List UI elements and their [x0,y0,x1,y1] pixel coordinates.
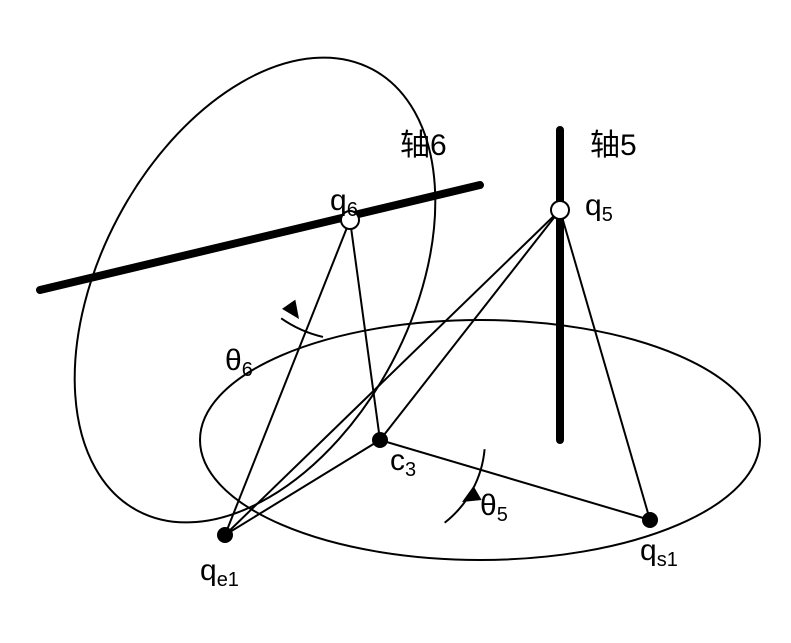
label-qe1: qe1 [200,554,239,591]
label-theta6: θ6 [225,344,253,381]
edge-c3-qe1 [225,440,380,535]
edge-c3-qs1 [380,440,650,520]
ellipses [1,0,760,584]
ellipse-flat [200,320,760,560]
label-q5: q5 [585,189,613,226]
label-axis5: 轴5 [590,129,637,162]
theta6_arrow [282,300,306,324]
edge-q5-qs1 [560,210,650,520]
ellipse-tilted [1,0,509,584]
arc-theta6 [281,318,323,337]
point-c3 [372,432,388,448]
edge-q5-qe1 [225,210,560,535]
arrowheads [282,300,482,509]
label-qs1: qs1 [640,534,678,571]
edges [225,210,650,535]
axis6 [40,185,480,290]
point-qe1 [217,527,233,543]
point-qs1 [642,512,658,528]
angle-arcs [281,318,484,522]
point-q5 [551,201,569,219]
label-q6: q6 [330,184,358,221]
points [217,201,658,543]
label-theta5: θ5 [480,489,508,526]
label-axis6: 轴6 [400,129,447,162]
